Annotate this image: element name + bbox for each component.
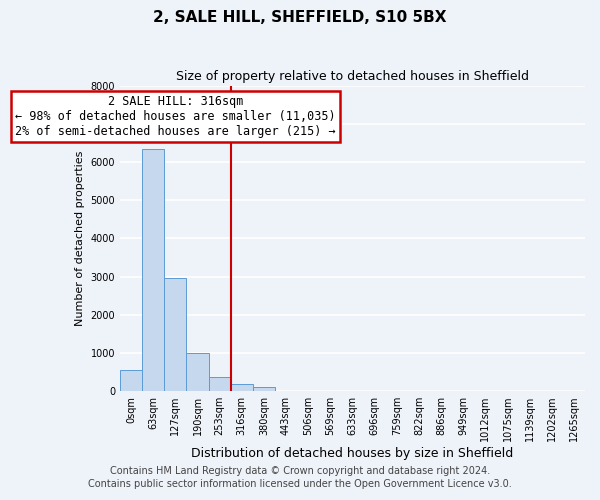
Bar [187,353,209,391]
Text: Contains HM Land Registry data © Crown copyright and database right 2024.
Contai: Contains HM Land Registry data © Crown c… [88,466,512,489]
Text: 2 SALE HILL: 316sqm
← 98% of detached houses are smaller (11,035)
2% of semi-det: 2 SALE HILL: 316sqm ← 98% of detached ho… [15,95,335,138]
Bar [209,377,230,391]
Bar [120,370,142,391]
Bar [230,384,253,391]
Text: 2, SALE HILL, SHEFFIELD, S10 5BX: 2, SALE HILL, SHEFFIELD, S10 5BX [153,10,447,25]
Bar [164,278,187,391]
Y-axis label: Number of detached properties: Number of detached properties [75,150,85,326]
X-axis label: Distribution of detached houses by size in Sheffield: Distribution of detached houses by size … [191,447,514,460]
Title: Size of property relative to detached houses in Sheffield: Size of property relative to detached ho… [176,70,529,83]
Bar [253,388,275,391]
Bar [142,148,164,391]
